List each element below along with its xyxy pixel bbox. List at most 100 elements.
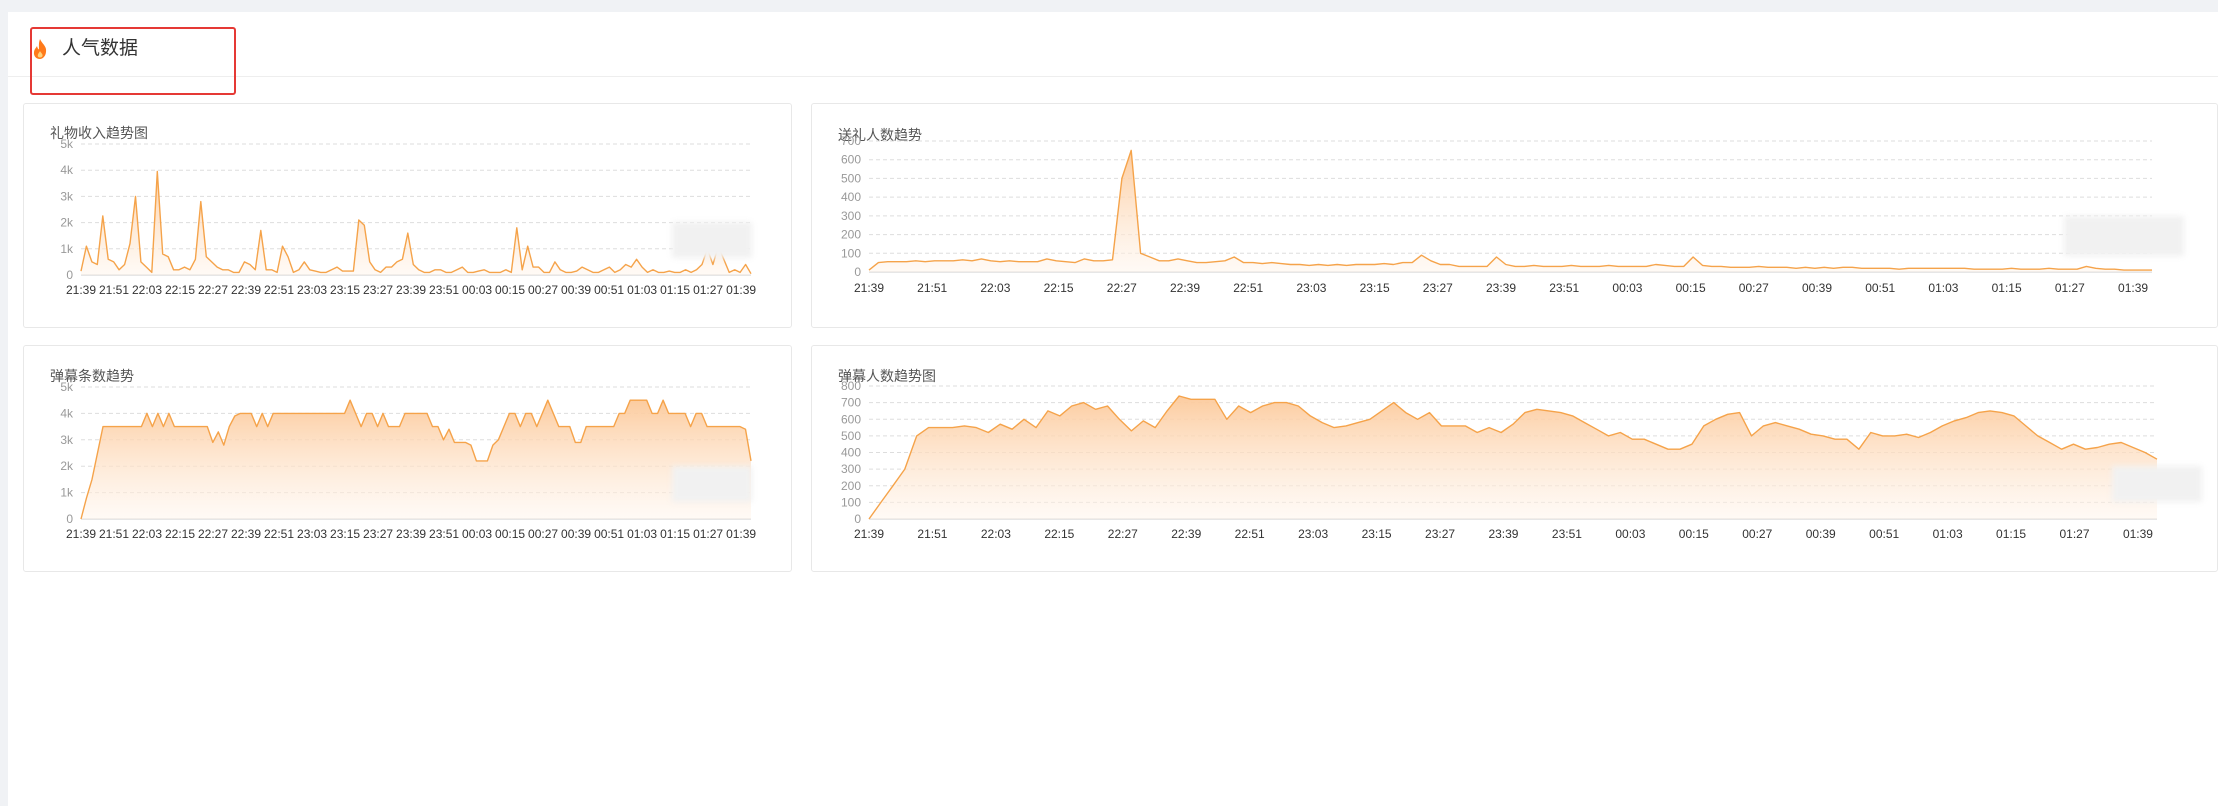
watermark-text: Bai 经验 bbox=[1708, 620, 2061, 722]
x-tick-label: 23:39 bbox=[396, 283, 426, 297]
x-tick-label: 00:15 bbox=[495, 283, 525, 297]
y-tick-label: 0 bbox=[854, 265, 861, 279]
x-tick-label: 23:39 bbox=[396, 527, 426, 541]
gift-income-chart: 0 1k 2k 3k 4k 5k 21:39 21:51 22:03 22:15 22:27 22:3… bbox=[60, 137, 756, 297]
y-tick-label: 5k bbox=[60, 380, 74, 394]
y-tick-label: 600 bbox=[841, 412, 861, 426]
x-tick-label: 22:39 bbox=[231, 527, 261, 541]
chart-title: 弹幕人数趋势图 bbox=[838, 368, 936, 384]
danmaku-users-chart: 0 100 200 300 400 500 600 700 800 21:39 21:51 22:03… bbox=[841, 379, 2158, 541]
x-tick-label: 23:27 bbox=[1425, 527, 1455, 541]
y-tick-label: 3k bbox=[60, 433, 74, 447]
x-tick-label: 00:15 bbox=[1679, 527, 1709, 541]
x-tick-label: 00:03 bbox=[1612, 281, 1642, 295]
x-tick-label: 01:27 bbox=[693, 283, 723, 297]
x-tick-label: 22:51 bbox=[264, 527, 294, 541]
watermark-url: jingyan.baidu.com bbox=[1716, 723, 2073, 772]
highlight-box bbox=[30, 27, 236, 95]
x-tick-label: 00:27 bbox=[528, 283, 558, 297]
x-tick-label: 00:39 bbox=[1802, 281, 1832, 295]
x-tick-label: 21:39 bbox=[66, 527, 96, 541]
y-tick-label: 300 bbox=[841, 462, 861, 476]
x-tick-label: 01:15 bbox=[660, 527, 690, 541]
x-tick-label: 00:03 bbox=[462, 527, 492, 541]
x-tick-label: 21:39 bbox=[854, 281, 884, 295]
y-tick-label: 200 bbox=[841, 479, 861, 493]
x-tick-label: 22:03 bbox=[981, 527, 1011, 541]
x-tick-label: 23:51 bbox=[429, 283, 459, 297]
x-tick-label: 23:27 bbox=[363, 283, 393, 297]
x-tick-label: 01:15 bbox=[660, 283, 690, 297]
y-tick-label: 2k bbox=[60, 216, 74, 230]
x-tick-label: 23:39 bbox=[1488, 527, 1518, 541]
x-tick-label: 21:51 bbox=[99, 283, 129, 297]
x-tick-label: 00:27 bbox=[1739, 281, 1769, 295]
x-tick-label: 23:15 bbox=[330, 527, 360, 541]
x-tick-label: 22:27 bbox=[198, 283, 228, 297]
gift-senders-chart: 0 100 200 300 400 500 600 700 21:39 21:51 22:03 22:… bbox=[841, 134, 2152, 295]
chart-title: 弹幕条数趋势 bbox=[50, 368, 134, 384]
y-tick-label: 3k bbox=[60, 189, 74, 203]
series-area bbox=[869, 150, 2152, 272]
x-tick-label: 22:51 bbox=[1233, 281, 1263, 295]
series-line bbox=[868, 149, 2152, 271]
x-tick-label: 00:27 bbox=[528, 527, 558, 541]
x-tick-label: 01:15 bbox=[1996, 527, 2026, 541]
x-tick-label: 23:51 bbox=[1549, 281, 1579, 295]
series-line bbox=[80, 399, 752, 520]
x-tick-label: 00:03 bbox=[1615, 527, 1645, 541]
x-tick-label: 23:03 bbox=[297, 527, 327, 541]
fire-icon bbox=[33, 39, 47, 59]
x-tick-label: 21:51 bbox=[99, 527, 129, 541]
x-tick-label: 00:51 bbox=[594, 527, 624, 541]
x-tick-label: 01:27 bbox=[2060, 527, 2090, 541]
y-tick-label: 400 bbox=[841, 446, 861, 460]
x-tick-label: 22:27 bbox=[1107, 281, 1137, 295]
y-tick-label: 800 bbox=[841, 379, 861, 393]
x-tick-label: 00:51 bbox=[1865, 281, 1895, 295]
y-tick-label: 4k bbox=[60, 163, 74, 177]
x-tick-label: 22:15 bbox=[1044, 527, 1074, 541]
y-tick-label: 1k bbox=[60, 242, 74, 256]
x-tick-label: 22:03 bbox=[132, 527, 162, 541]
x-tick-label: 23:15 bbox=[1360, 281, 1390, 295]
x-tick-label: 00:03 bbox=[462, 283, 492, 297]
series-area bbox=[81, 400, 751, 519]
y-tick-label: 700 bbox=[841, 396, 861, 410]
x-tick-label: 01:03 bbox=[627, 527, 657, 541]
content-panel: 人气数据 礼物收入趋势图 0 1k 2k 3k 4k 5k 21:39 21:51 22:03 2… bbox=[8, 12, 2218, 806]
y-tick-label: 0 bbox=[854, 512, 861, 526]
x-tick-label: 01:15 bbox=[1992, 281, 2022, 295]
y-tick-label: 600 bbox=[841, 153, 861, 167]
y-tick-label: 0 bbox=[66, 268, 73, 282]
x-tick-label: 22:15 bbox=[1044, 281, 1074, 295]
y-tick-label: 400 bbox=[841, 190, 861, 204]
x-tick-label: 01:39 bbox=[726, 283, 756, 297]
y-tick-label: 1k bbox=[60, 486, 74, 500]
y-tick-label: 300 bbox=[841, 209, 861, 223]
x-tick-label: 01:03 bbox=[1928, 281, 1958, 295]
chart-card-gift-senders: 送礼人数趋势 0 100 200 300 400 500 600 700 21:39 21:51 2… bbox=[811, 103, 2218, 328]
y-tick-label: 2k bbox=[60, 459, 74, 473]
x-tick-label: 22:51 bbox=[264, 283, 294, 297]
x-tick-label: 22:27 bbox=[198, 527, 228, 541]
chart-title: 送礼人数趋势 bbox=[838, 127, 922, 143]
x-tick-label: 00:39 bbox=[561, 283, 591, 297]
chart-card-danmaku-count: 弹幕条数趋势 0 1k 2k 3k 4k 5k 21:39 21:51 22:03 22:15 22… bbox=[23, 345, 792, 572]
series-area bbox=[81, 171, 751, 275]
section-header: 人气数据 bbox=[8, 12, 2218, 77]
x-tick-label: 00:51 bbox=[594, 283, 624, 297]
x-tick-label: 23:15 bbox=[1362, 527, 1392, 541]
x-tick-label: 23:51 bbox=[429, 527, 459, 541]
danmaku-count-chart: 0 1k 2k 3k 4k 5k 21:39 21:51 22:03 22:15 22:27 22:3… bbox=[60, 380, 756, 541]
y-tick-label: 4k bbox=[60, 406, 74, 420]
series-area bbox=[869, 396, 2157, 519]
x-tick-label: 00:15 bbox=[495, 527, 525, 541]
x-tick-label: 21:51 bbox=[917, 527, 947, 541]
y-tick-label: 200 bbox=[841, 228, 861, 242]
blurred-tooltip bbox=[672, 466, 752, 502]
x-tick-label: 23:03 bbox=[1296, 281, 1326, 295]
x-tick-label: 00:51 bbox=[1869, 527, 1899, 541]
x-tick-label: 22:39 bbox=[231, 283, 261, 297]
baidu-jingyan-watermark: Bai 经验 jingyan.baidu.com bbox=[1708, 579, 2073, 772]
